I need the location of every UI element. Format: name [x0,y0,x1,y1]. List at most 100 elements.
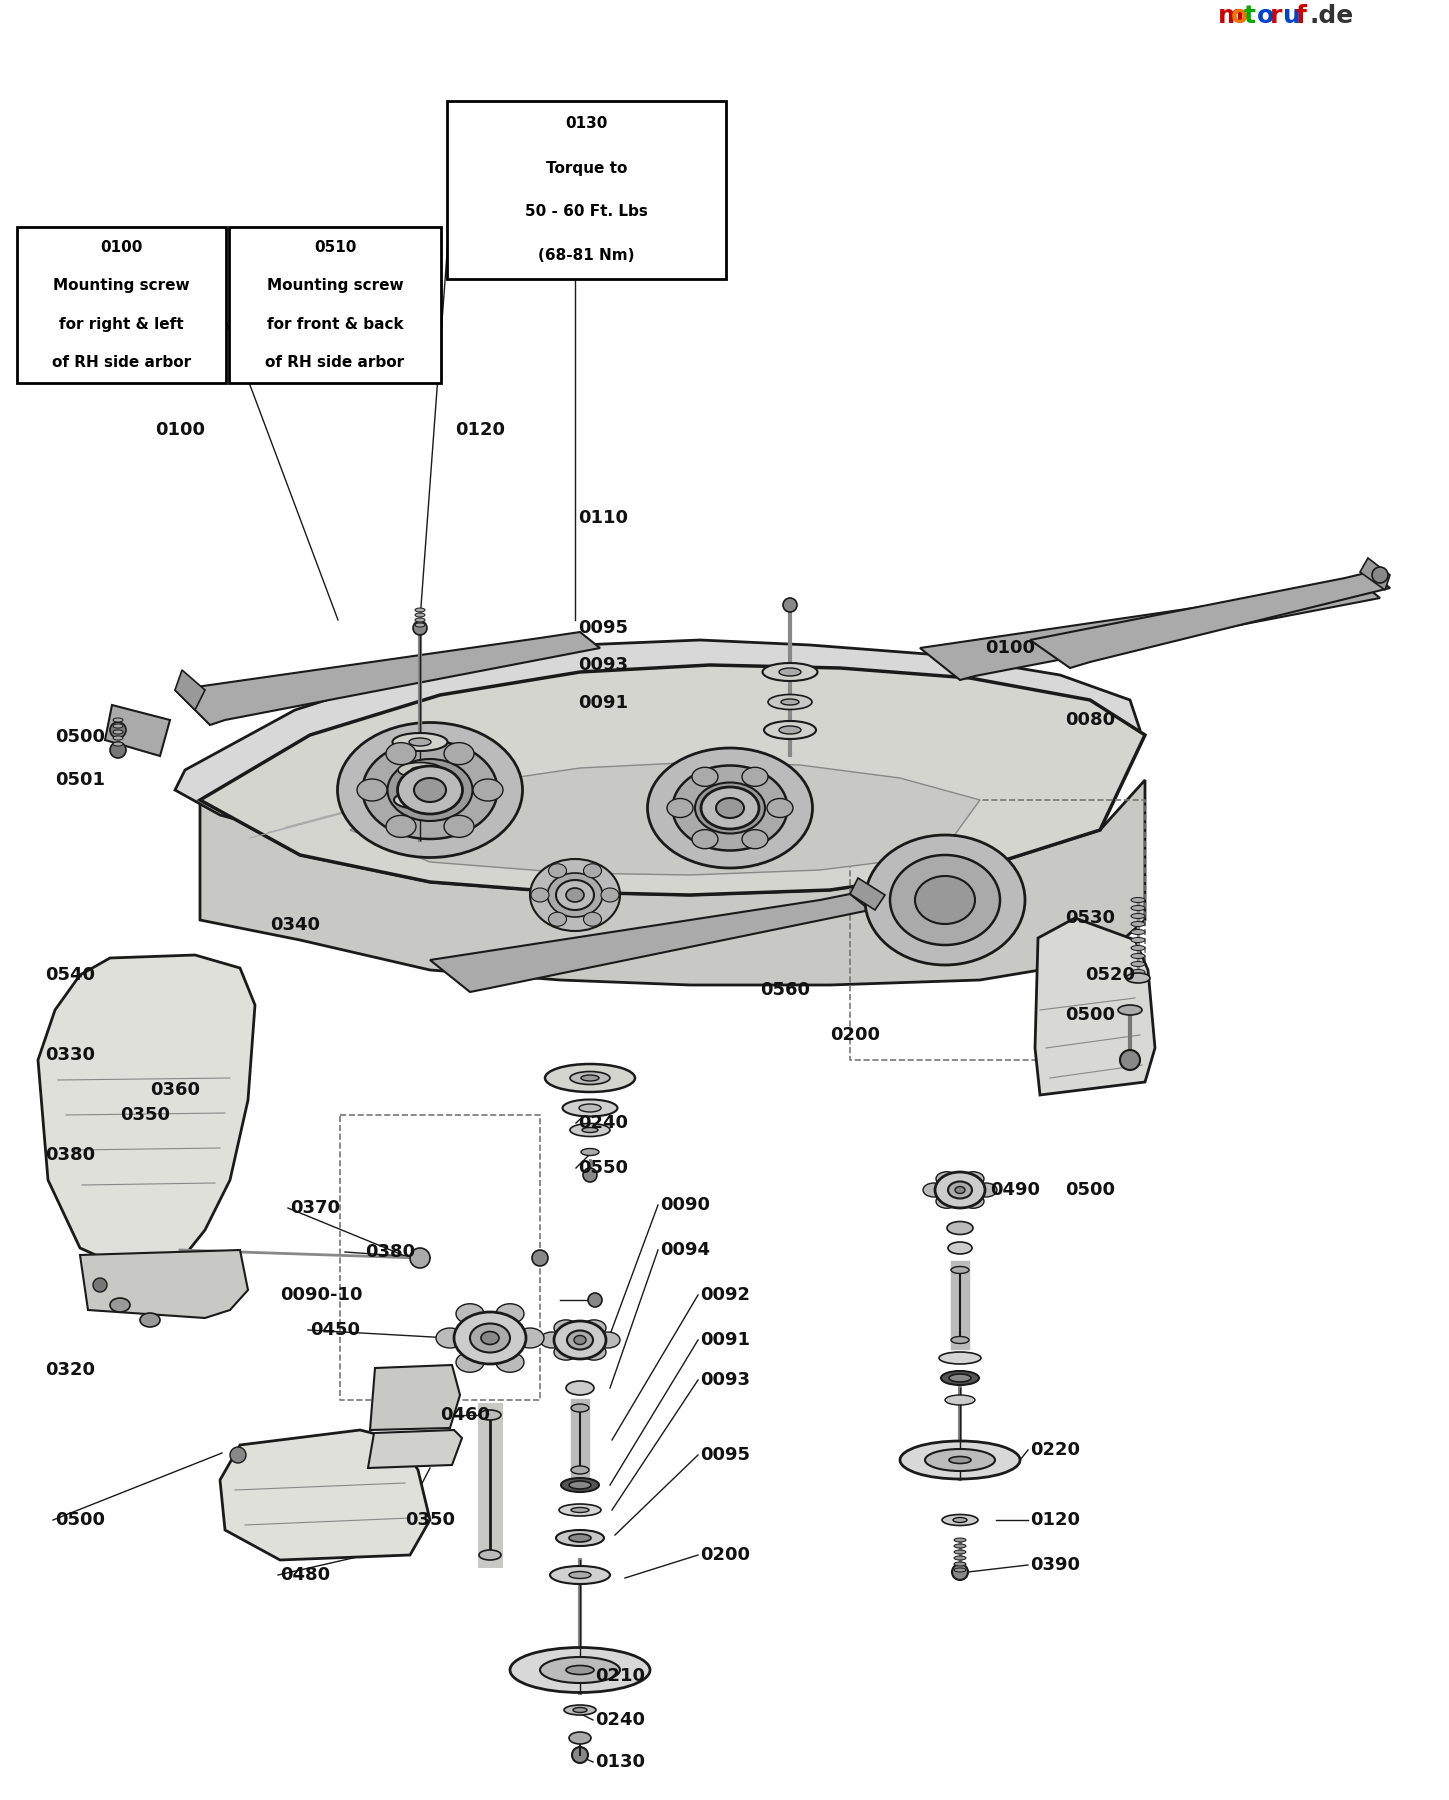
Ellipse shape [953,1550,966,1553]
Polygon shape [1030,572,1390,668]
Polygon shape [1361,558,1390,590]
Ellipse shape [1132,954,1145,958]
Ellipse shape [1132,898,1145,902]
Ellipse shape [556,1530,604,1546]
Ellipse shape [768,695,811,709]
Text: 0080: 0080 [1065,711,1116,729]
Ellipse shape [398,763,442,778]
Ellipse shape [567,887,584,902]
Ellipse shape [900,1442,1020,1480]
Text: 0501: 0501 [55,770,104,788]
Ellipse shape [385,743,416,765]
Ellipse shape [480,1409,501,1420]
Polygon shape [200,664,1145,895]
Ellipse shape [545,1064,635,1093]
Ellipse shape [569,1071,610,1084]
Text: 0100: 0100 [155,421,204,439]
Text: 0350: 0350 [406,1510,455,1528]
Polygon shape [175,641,1140,871]
Text: 0093: 0093 [700,1372,751,1390]
Ellipse shape [948,1242,972,1255]
Ellipse shape [548,873,603,916]
Ellipse shape [648,749,813,868]
Ellipse shape [469,1323,510,1352]
Circle shape [532,1249,548,1265]
Text: 0095: 0095 [578,619,627,637]
Ellipse shape [865,835,1024,965]
Text: of RH side arbor: of RH side arbor [265,355,404,371]
Text: 0090-10: 0090-10 [280,1285,362,1303]
Ellipse shape [923,1183,945,1197]
Ellipse shape [949,1456,971,1463]
Ellipse shape [414,623,425,626]
Ellipse shape [942,1514,978,1526]
Circle shape [588,1292,601,1307]
Ellipse shape [338,722,523,857]
Text: 0093: 0093 [578,655,627,673]
Ellipse shape [567,1330,593,1350]
Ellipse shape [422,785,438,796]
Ellipse shape [940,1372,980,1384]
Text: 0220: 0220 [1030,1442,1080,1460]
Ellipse shape [953,1562,966,1566]
Ellipse shape [551,1566,610,1584]
Ellipse shape [397,767,462,814]
Text: of RH side arbor: of RH side arbor [52,355,191,371]
Ellipse shape [113,736,123,740]
Text: 0130: 0130 [565,117,607,131]
Text: 0092: 0092 [700,1285,751,1303]
Ellipse shape [574,1336,585,1345]
Ellipse shape [953,1555,966,1561]
Ellipse shape [141,1312,159,1327]
Polygon shape [175,632,600,725]
Polygon shape [368,1429,462,1469]
Polygon shape [80,1249,248,1318]
Ellipse shape [567,1381,594,1395]
Ellipse shape [780,725,801,734]
Polygon shape [430,895,869,992]
Ellipse shape [701,787,759,830]
Ellipse shape [955,1186,965,1193]
Text: f: f [1295,4,1307,29]
Ellipse shape [572,1708,587,1712]
Ellipse shape [443,743,474,765]
Text: 0094: 0094 [659,1240,710,1258]
Ellipse shape [935,1172,985,1208]
Text: 0120: 0120 [455,421,506,439]
Ellipse shape [412,767,429,772]
Text: 0240: 0240 [578,1114,627,1132]
Text: 0100: 0100 [100,239,142,256]
Text: 0360: 0360 [151,1082,200,1100]
Polygon shape [175,670,204,709]
Text: t: t [1245,4,1256,29]
Ellipse shape [571,1404,588,1411]
Text: 0350: 0350 [120,1105,170,1123]
Ellipse shape [601,887,619,902]
Text: 0380: 0380 [365,1244,414,1262]
Ellipse shape [387,760,472,821]
Text: r: r [1269,4,1282,29]
Text: 0240: 0240 [596,1712,645,1730]
Ellipse shape [561,1478,598,1492]
Ellipse shape [953,1544,966,1548]
Ellipse shape [1132,938,1145,943]
Ellipse shape [975,1183,997,1197]
Text: .de: .de [1308,4,1353,29]
Ellipse shape [962,1193,984,1208]
Polygon shape [200,779,1145,985]
Text: 0091: 0091 [700,1330,751,1348]
Text: 0510: 0510 [314,239,356,256]
Circle shape [1120,1049,1140,1069]
Ellipse shape [414,608,425,612]
Circle shape [572,1748,588,1762]
Ellipse shape [672,765,787,851]
Ellipse shape [569,1571,591,1579]
Polygon shape [38,956,255,1267]
Ellipse shape [554,1321,606,1359]
Text: o: o [1256,4,1274,29]
Text: for right & left: for right & left [59,317,184,331]
Ellipse shape [510,1647,651,1692]
Ellipse shape [914,877,975,923]
Circle shape [110,722,126,738]
Ellipse shape [113,731,123,734]
